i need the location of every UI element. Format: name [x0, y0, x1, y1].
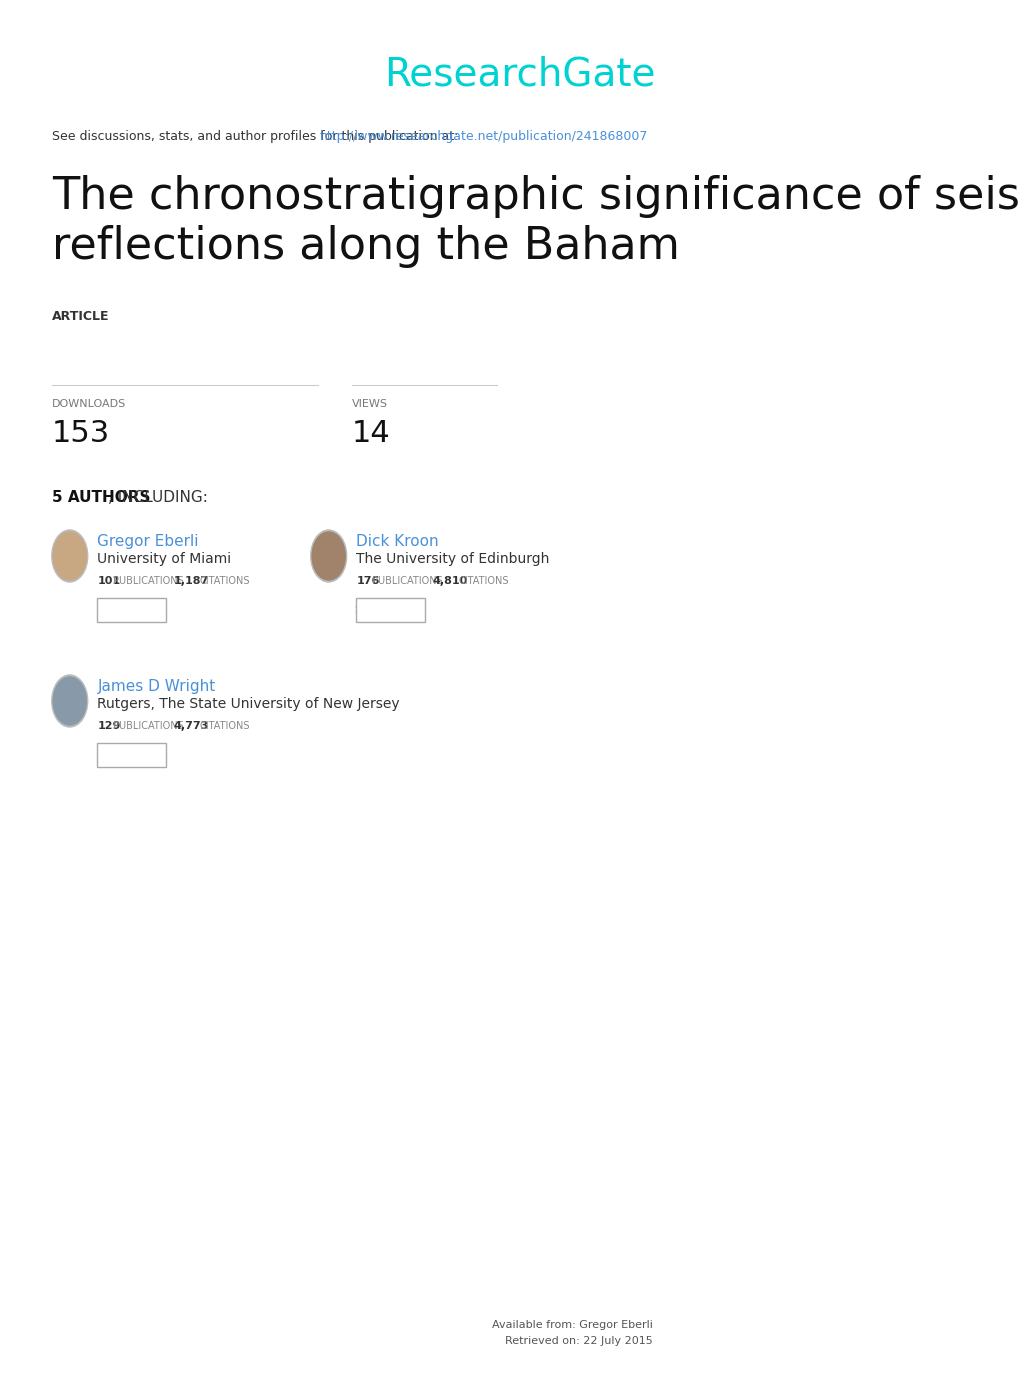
Text: 129: 129 [97, 720, 120, 732]
Text: James D Wright: James D Wright [97, 679, 215, 694]
FancyBboxPatch shape [356, 598, 425, 622]
FancyBboxPatch shape [97, 598, 166, 622]
Text: PUBLICATIONS: PUBLICATIONS [371, 576, 442, 586]
Text: CITATIONS: CITATIONS [459, 576, 508, 586]
Circle shape [52, 529, 88, 582]
Text: SEE PROFILE: SEE PROFILE [356, 605, 426, 615]
Circle shape [312, 532, 345, 580]
Text: 153: 153 [52, 419, 110, 448]
Text: The University of Edinburgh: The University of Edinburgh [356, 551, 549, 566]
Text: DOWNLOADS: DOWNLOADS [52, 399, 126, 408]
FancyBboxPatch shape [97, 742, 166, 767]
Text: ResearchGate: ResearchGate [384, 55, 655, 94]
Circle shape [52, 675, 88, 727]
Text: Retrieved on: 22 July 2015: Retrieved on: 22 July 2015 [504, 1336, 652, 1346]
Text: Gregor Eberli: Gregor Eberli [97, 534, 199, 549]
Text: 14: 14 [352, 419, 390, 448]
Text: Rutgers, The State University of New Jersey: Rutgers, The State University of New Jer… [97, 697, 399, 711]
Text: 1,187: 1,187 [173, 576, 208, 586]
Text: VIEWS: VIEWS [352, 399, 388, 408]
Text: University of Miami: University of Miami [97, 551, 231, 566]
Text: PUBLICATIONS: PUBLICATIONS [112, 720, 183, 732]
Text: SEE PROFILE: SEE PROFILE [97, 605, 167, 615]
Text: Available from: Gregor Eberli: Available from: Gregor Eberli [491, 1320, 652, 1330]
Circle shape [311, 529, 346, 582]
Text: 4,773: 4,773 [173, 720, 208, 732]
Text: ARTICLE: ARTICLE [52, 309, 109, 323]
Text: 176: 176 [356, 576, 379, 586]
Text: Dick Kroon: Dick Kroon [356, 534, 438, 549]
Text: 4,810: 4,810 [432, 576, 467, 586]
Text: SEE PROFILE: SEE PROFILE [97, 749, 167, 760]
Text: , INCLUDING:: , INCLUDING: [108, 490, 208, 505]
Text: 101: 101 [97, 576, 120, 586]
Text: 5 AUTHORS: 5 AUTHORS [52, 490, 150, 505]
Text: The chronostratigraphic significance of seismic
reflections along the Baham: The chronostratigraphic significance of … [52, 175, 1019, 268]
Text: CITATIONS: CITATIONS [200, 576, 250, 586]
Text: http://www.researchgate.net/publication/241868007: http://www.researchgate.net/publication/… [319, 131, 647, 143]
Circle shape [53, 676, 87, 725]
Text: PUBLICATIONS: PUBLICATIONS [112, 576, 183, 586]
Circle shape [53, 532, 87, 580]
Text: See discussions, stats, and author profiles for this publication at:: See discussions, stats, and author profi… [52, 131, 462, 143]
Text: CITATIONS: CITATIONS [200, 720, 250, 732]
